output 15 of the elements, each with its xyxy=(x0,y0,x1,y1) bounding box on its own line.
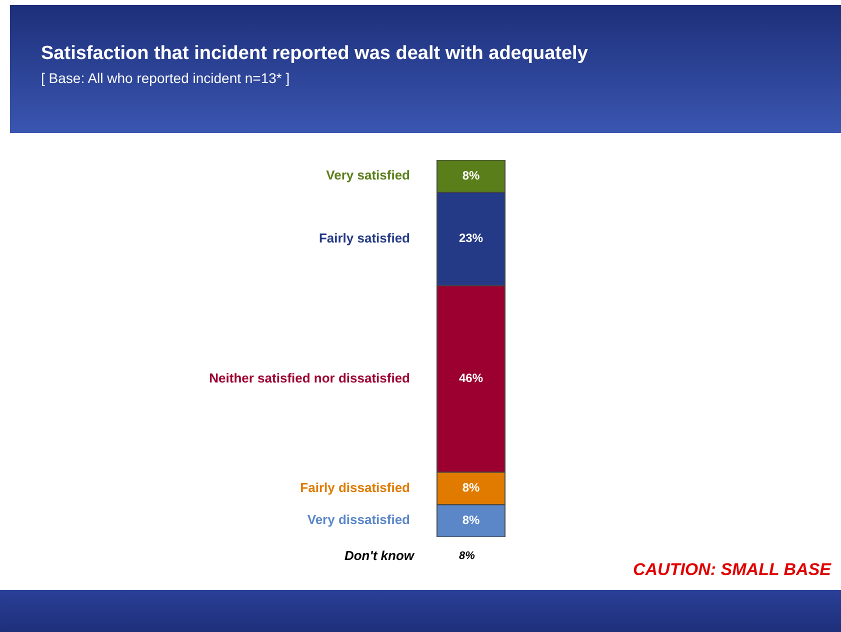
data-label: 46% xyxy=(458,371,484,386)
text: 8% xyxy=(459,550,475,562)
data-label: 8% xyxy=(462,168,480,182)
text: Don't know xyxy=(344,548,414,563)
text: Very satisfied xyxy=(326,168,410,183)
text: Fairly dissatisfied xyxy=(300,480,410,495)
text: Very dissatisfied xyxy=(307,512,410,528)
text: [ Base: All who reported incident n=13* ] xyxy=(41,70,290,86)
data-label: 8% xyxy=(462,512,480,527)
chart-title: Satisfaction that incident reported was dealt with adequately xyxy=(41,43,588,65)
text: Fairly satisfied xyxy=(318,230,410,246)
text: Neither satisfied nor dissatisfied xyxy=(209,370,410,386)
data-label: 8% xyxy=(462,480,480,495)
text: CAUTION: SMALL BASE xyxy=(632,560,831,580)
data-label: 23% xyxy=(458,231,484,246)
